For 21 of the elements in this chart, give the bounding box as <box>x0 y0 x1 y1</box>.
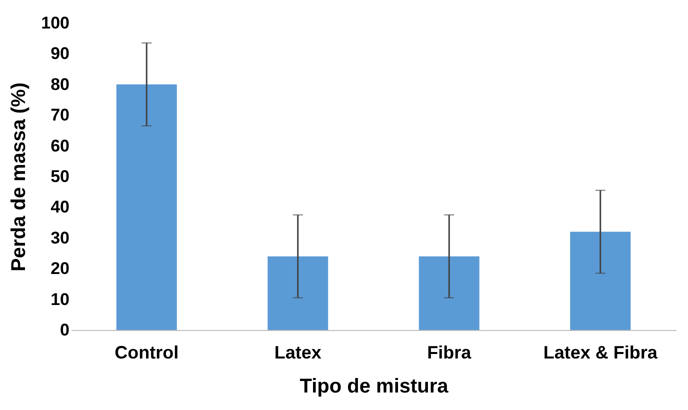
bar <box>418 256 480 330</box>
y-tick-label: 20 <box>50 259 70 278</box>
bar <box>268 256 328 330</box>
y-tick-label: 0 <box>60 320 70 340</box>
y-tick-label: 80 <box>50 74 70 94</box>
x-tick-label: Fibra <box>427 342 472 362</box>
y-tick-label: 60 <box>50 136 70 156</box>
y-tick-label: 90 <box>50 44 70 64</box>
y-tick-label: 30 <box>50 228 70 248</box>
y-tick-label: 100 <box>41 14 70 32</box>
x-tick-label: Latex & Fibra <box>543 342 658 362</box>
x-axis-title: Tipo de mistura <box>300 376 450 398</box>
bar <box>116 84 177 330</box>
x-tick-label: Latex <box>274 342 322 362</box>
y-tick-label: 40 <box>50 198 70 217</box>
y-tick-label: 10 <box>50 290 70 309</box>
y-tick-label: 70 <box>50 106 70 125</box>
y-axis-title: Perda de massa (%) <box>8 82 30 272</box>
y-tick-label: 50 <box>50 167 70 186</box>
bar <box>570 232 631 330</box>
x-tick-label: Control <box>114 342 179 362</box>
